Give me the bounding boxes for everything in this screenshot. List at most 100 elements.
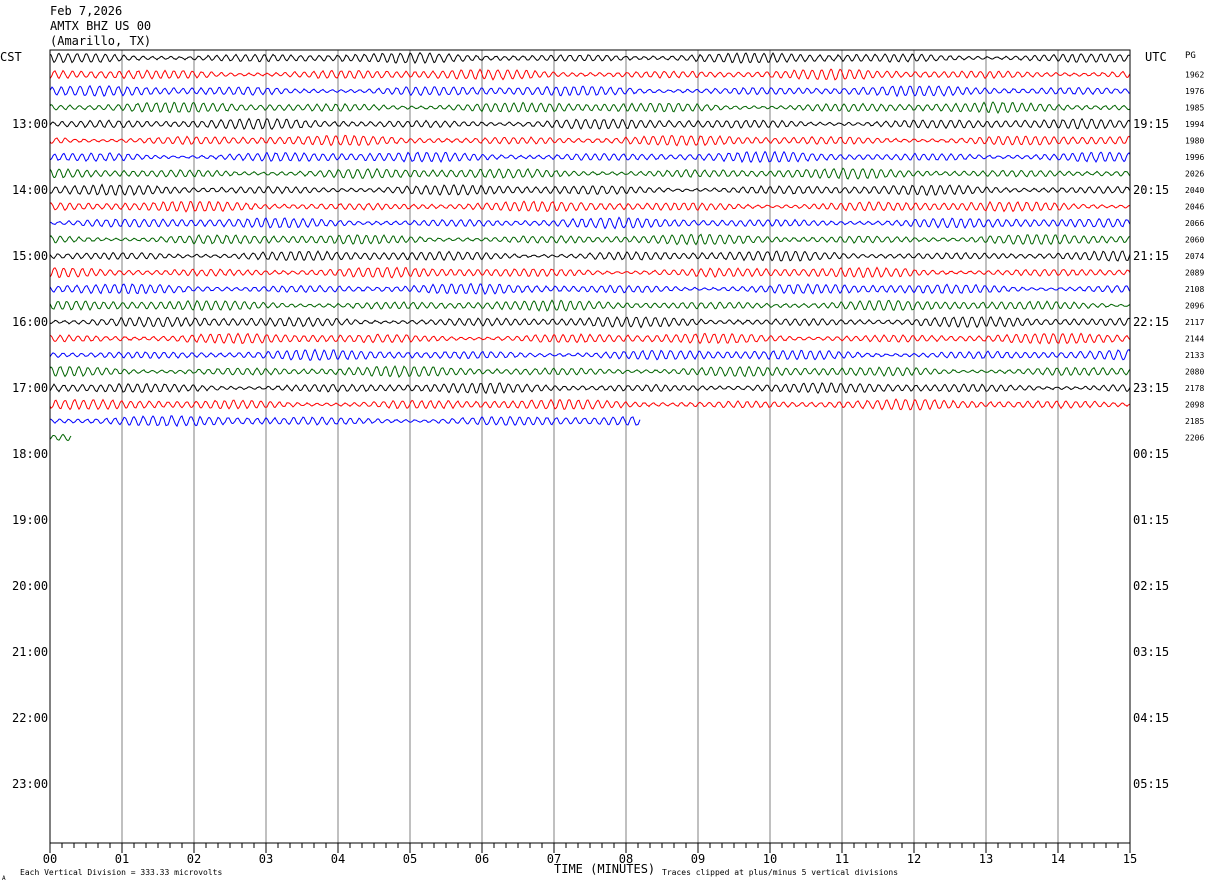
x-tick-label: 09 xyxy=(691,852,705,866)
header-location: (Amarillo, TX) xyxy=(50,34,152,48)
corner-mark: A xyxy=(2,875,6,882)
trace-pg-value: 1980 xyxy=(1185,137,1204,146)
trace-pg-value: 2133 xyxy=(1185,351,1204,360)
cst-hour-label: 23:00 xyxy=(12,777,48,791)
x-tick-label: 07 xyxy=(547,852,561,866)
seismic-traces xyxy=(49,51,1131,442)
x-tick-label: 10 xyxy=(763,852,777,866)
seismic-trace xyxy=(49,348,1131,362)
utc-hour-label: 01:15 xyxy=(1133,513,1169,527)
trace-pg-value: 1994 xyxy=(1185,120,1204,129)
cst-hour-label: 16:00 xyxy=(12,315,48,329)
utc-hour-label: 20:15 xyxy=(1133,183,1169,197)
cst-hour-label: 19:00 xyxy=(12,513,48,527)
minute-gridlines xyxy=(121,50,1059,843)
cst-hour-label: 14:00 xyxy=(12,183,48,197)
trace-pg-value: 2144 xyxy=(1185,335,1204,344)
seismic-trace xyxy=(49,200,1131,213)
cst-hour-label: 17:00 xyxy=(12,381,48,395)
seismic-trace xyxy=(49,167,1131,180)
trace-pg-value: 2206 xyxy=(1185,434,1204,443)
trace-pg-value: 2178 xyxy=(1185,384,1204,393)
cst-hour-label: 20:00 xyxy=(12,579,48,593)
trace-pg-value: 2046 xyxy=(1185,203,1204,212)
trace-pg-value: 2117 xyxy=(1185,318,1204,327)
seismic-trace xyxy=(49,332,1131,345)
utc-hour-label: 03:15 xyxy=(1133,645,1169,659)
trace-pg-value: 2089 xyxy=(1185,269,1204,278)
trace-pg-value: 2040 xyxy=(1185,186,1204,195)
trace-pg-value: 2096 xyxy=(1185,302,1204,311)
utc-hour-label: 19:15 xyxy=(1133,117,1169,131)
seismic-trace xyxy=(49,216,1131,230)
seismic-trace xyxy=(49,101,1131,114)
seismic-trace xyxy=(49,382,1131,395)
plot-frame xyxy=(49,49,1131,844)
axis-labels: 00 01 02 03 04 05 06 07 08 09 10 11 12 13 14 15 13:00 14:… xyxy=(12,71,1204,867)
footer-vertical-division: Each Vertical Division = 333.33 microvol… xyxy=(20,868,222,877)
seismic-trace xyxy=(49,299,1131,312)
seismic-trace xyxy=(49,433,72,442)
trace-pg-value: 1985 xyxy=(1185,104,1204,113)
x-tick-label: 12 xyxy=(907,852,921,866)
cst-hour-label: 21:00 xyxy=(12,645,48,659)
trace-pg-value: 1976 xyxy=(1185,87,1204,96)
trace-pg-value: 2066 xyxy=(1185,219,1204,228)
utc-hour-label: 05:15 xyxy=(1133,777,1169,791)
cst-hour-label: 15:00 xyxy=(12,249,48,263)
trace-pg-value: 2080 xyxy=(1185,368,1204,377)
x-tick-label: 02 xyxy=(187,852,201,866)
cst-hour-label: 22:00 xyxy=(12,711,48,725)
pg-column-label: PG xyxy=(1185,51,1196,61)
seismic-trace xyxy=(49,233,1131,246)
x-tick-label: 03 xyxy=(259,852,273,866)
seismic-trace xyxy=(49,398,1131,411)
trace-pg-value: 1962 xyxy=(1185,71,1204,80)
x-tick-label: 11 xyxy=(835,852,849,866)
utc-hour-label: 23:15 xyxy=(1133,381,1169,395)
cst-axis-label: CST xyxy=(0,50,22,64)
utc-axis-label: UTC xyxy=(1145,50,1167,64)
seismic-trace xyxy=(49,84,1131,98)
seismic-trace xyxy=(49,150,1131,164)
utc-hour-label: 02:15 xyxy=(1133,579,1169,593)
x-tick-marks xyxy=(49,843,1131,853)
x-axis-title: TIME (MINUTES) xyxy=(554,862,655,876)
x-tick-label: 04 xyxy=(331,852,345,866)
trace-pg-value: 2098 xyxy=(1185,401,1204,410)
utc-hour-label: 04:15 xyxy=(1133,711,1169,725)
x-tick-label: 08 xyxy=(619,852,633,866)
x-tick-label: 06 xyxy=(475,852,489,866)
cst-hour-label: 13:00 xyxy=(12,117,48,131)
seismic-trace xyxy=(49,250,1131,262)
utc-hour-label: 22:15 xyxy=(1133,315,1169,329)
trace-pg-value: 2185 xyxy=(1185,417,1204,426)
seismic-trace xyxy=(49,365,1131,378)
trace-pg-value: 2060 xyxy=(1185,236,1204,245)
header-date: Feb 7,2026 xyxy=(50,4,123,18)
trace-pg-value: 2074 xyxy=(1185,252,1204,261)
seismic-trace xyxy=(49,51,1131,64)
seismic-trace xyxy=(49,415,641,428)
cst-hour-label: 18:00 xyxy=(12,447,48,461)
seismic-trace xyxy=(49,117,1131,130)
seismic-trace xyxy=(49,183,1131,196)
x-tick-label: 00 xyxy=(43,852,57,866)
x-tick-label: 05 xyxy=(403,852,417,866)
seismic-trace xyxy=(49,282,1131,296)
seismic-trace xyxy=(49,134,1131,147)
trace-pg-value: 2108 xyxy=(1185,285,1204,294)
footer-clipping-note: Traces clipped at plus/minus 5 vertical … xyxy=(662,868,898,877)
trace-pg-value: 1996 xyxy=(1185,153,1204,162)
x-tick-label: 13 xyxy=(979,852,993,866)
trace-pg-value: 2026 xyxy=(1185,170,1204,179)
seismic-trace xyxy=(49,68,1131,81)
x-tick-label: 01 xyxy=(115,852,129,866)
header-station: AMTX BHZ US 00 xyxy=(50,19,152,33)
x-tick-label: 15 xyxy=(1123,852,1137,866)
utc-hour-label: 00:15 xyxy=(1133,447,1169,461)
utc-hour-label: 21:15 xyxy=(1133,249,1169,263)
seismic-trace xyxy=(49,316,1131,329)
seismic-trace xyxy=(49,266,1131,279)
